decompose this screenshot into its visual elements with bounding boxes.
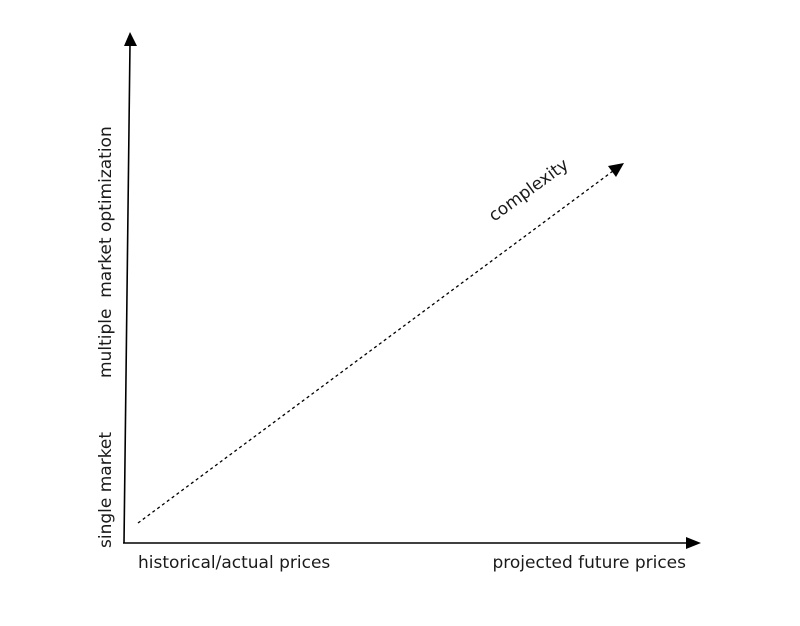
y-axis-line (123, 43, 131, 544)
x-axis (123, 537, 701, 549)
complexity-label: complexity (485, 155, 572, 226)
complexity-trend-arrowhead (608, 163, 624, 177)
complexity-trend (137, 163, 624, 524)
x-axis-right-label: projected future prices (493, 553, 687, 573)
x-axis-arrowhead (686, 537, 701, 549)
x-axis-left-label: historical/actual prices (138, 553, 330, 573)
complexity-trend-line (137, 170, 614, 524)
y-axis-top-label: multiple market optimization (96, 126, 116, 378)
y-axis-arrowhead (124, 32, 137, 46)
y-axis (123, 32, 137, 544)
y-axis-bottom-label: single market (96, 432, 116, 548)
